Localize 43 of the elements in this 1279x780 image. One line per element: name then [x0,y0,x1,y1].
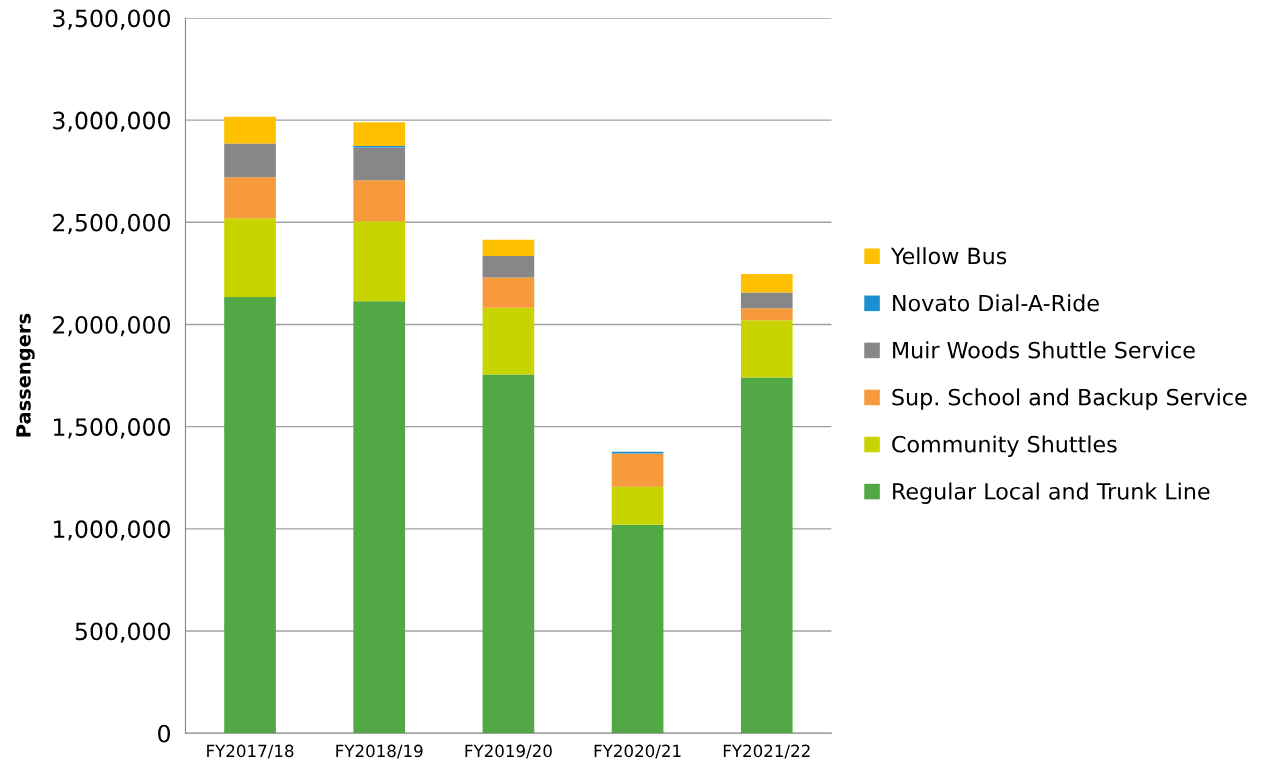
x-tick-label: FY2019/20 [465,744,552,759]
x-tick-label: FY2020/21 [594,744,681,759]
y-tick-label: 1,500,000 [53,418,170,439]
legend-label: Regular Local and Trunk Line [893,482,1210,504]
bar [353,221,406,302]
bar [740,320,793,378]
y-axis-title: Passengers [16,313,35,437]
bar [740,308,793,321]
y-tick-label: 3,500,000 [53,9,170,30]
y-tick-label: 500,000 [75,622,170,643]
y-tick-label: 2,000,000 [53,315,170,337]
legend-label: Muir Woods Shuttle Service [893,341,1195,359]
bar [353,301,406,734]
legend-label: Community Shuttles [892,435,1117,457]
bar [482,307,535,375]
bar [224,116,276,144]
bar [353,180,406,222]
bar [482,239,535,257]
x-tick-label: FY2017/18 [207,744,294,759]
bar [224,218,276,297]
x-tick-label: FY2018/19 [336,744,423,759]
bar [611,486,664,525]
y-tick-label: 2,500,000 [53,213,170,235]
bar [611,453,664,487]
bar [482,256,535,278]
y-tick-label: 0 [158,724,170,743]
bar [224,177,276,219]
bar [224,296,276,734]
legend-label: Yellow Bus [890,247,1007,265]
bar [353,147,406,181]
bar [224,143,276,178]
bar [740,292,793,309]
bar [353,122,406,147]
bar [482,277,535,308]
y-tick-label: 3,000,000 [53,111,170,132]
bar [740,377,793,734]
bar [740,274,793,293]
legend-label: Novato Dial-A-Ride [893,294,1099,312]
bar [482,374,535,734]
x-tick-label: FY2021/22 [723,744,810,759]
y-tick-label: 1,000,000 [53,520,170,541]
bar [611,524,664,734]
legend-label: Sup. School and Backup Service [892,388,1247,410]
